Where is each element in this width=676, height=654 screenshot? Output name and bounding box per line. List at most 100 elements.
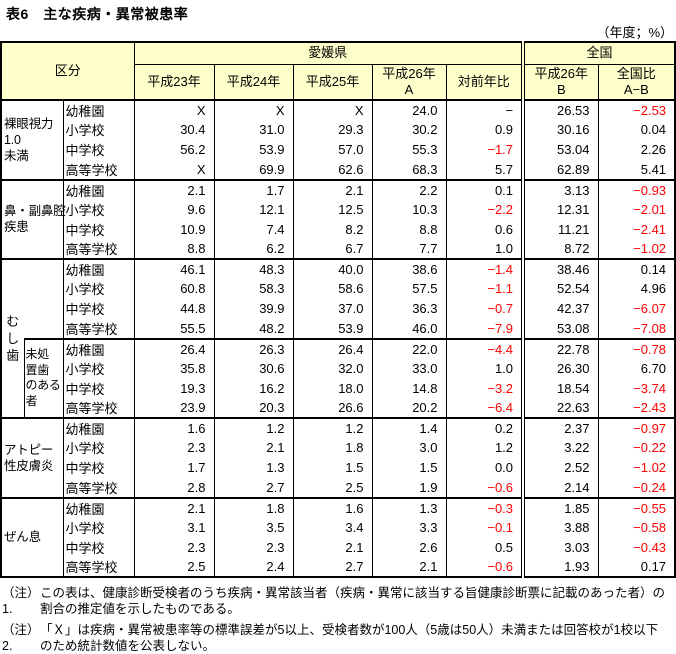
value-cell: 2.7: [213, 477, 293, 498]
table-row: 高等学校 55.5 48.2 53.9 46.0 −7.9 53.08 −7.08: [1, 318, 676, 339]
value-cell: 1.7: [213, 178, 293, 200]
value-cell: 26.6: [292, 398, 372, 418]
value-cell: 53.08: [521, 318, 599, 339]
header-kubun: 区分: [0, 41, 135, 101]
value-cell: X: [292, 99, 372, 120]
value-cell: X: [133, 99, 214, 120]
value-cell: 1.0: [445, 239, 524, 259]
disease-group-label: 鼻・副鼻腔 疾患: [0, 178, 66, 259]
value-cell: 16.2: [213, 378, 293, 398]
footnote-1-prefix: （注）1.: [2, 586, 40, 616]
table-row: アトピー 性皮膚炎 幼稚園 1.6 1.2 1.2 1.4 0.2 2.37 −0.97: [0, 417, 676, 498]
value-cell: −3.2: [445, 378, 524, 398]
value-cell: −0.43: [597, 537, 676, 557]
value-cell: 53.04: [521, 139, 599, 160]
footnote-1-line1: この表は、健康診断受検者のうち疾病・異常該当者（疾病・異常に該当する旨健康診断票…: [40, 586, 666, 600]
value-cell: 35.8: [133, 358, 214, 379]
value-cell: 12.5: [292, 199, 372, 220]
value-cell: 22.63: [521, 398, 599, 418]
value-cell: −0.24: [597, 477, 676, 498]
value-cell: −4.4: [445, 337, 524, 359]
school-label: 幼稚園: [62, 258, 134, 279]
value-cell: 26.30: [521, 358, 599, 379]
school-label: 高等学校: [62, 239, 134, 259]
value-cell: 46.1: [133, 258, 214, 279]
value-cell: −0.97: [597, 417, 676, 438]
footnote-2-prefix: （注）2.: [2, 623, 40, 653]
value-cell: 55.5: [133, 318, 214, 339]
value-cell: 26.53: [521, 99, 599, 120]
value-cell: 18.54: [521, 378, 599, 398]
value-cell: −6.07: [597, 298, 676, 319]
value-cell: 3.4: [292, 517, 372, 538]
table-row: むし歯幼稚園 46.1 48.3 40.0 38.6 −1.4 38.46 0.14: [0, 258, 676, 418]
header-zenkoku: 全国: [521, 41, 676, 65]
value-cell: 53.9: [213, 139, 293, 160]
value-cell: −0.6: [445, 557, 524, 577]
value-cell: −7.08: [597, 318, 676, 339]
value-cell: 0.9: [445, 120, 524, 140]
value-cell: 1.2: [213, 417, 293, 438]
value-cell: 3.5: [213, 517, 293, 538]
value-cell: 2.14: [521, 477, 599, 498]
value-cell: 1.5: [371, 457, 446, 478]
value-cell: 20.2: [371, 398, 446, 418]
value-cell: 37.0: [292, 298, 372, 319]
value-cell: 9.6: [133, 199, 214, 220]
value-cell: 2.52: [521, 457, 599, 478]
school-label: 小学校: [62, 279, 134, 299]
value-cell: −6.4: [445, 398, 524, 418]
footnote-2: （注）2. 「Ｘ」は疾病・異常被患率等の標準誤差が5以上、受検者数が100人（5…: [2, 622, 676, 654]
value-cell: 1.85: [521, 496, 599, 518]
value-cell: −2.41: [597, 219, 676, 239]
value-cell: 12.31: [521, 199, 599, 220]
page-title: 表6 主な疾病・異常被患率: [6, 6, 189, 22]
school-label: 中学校: [62, 298, 134, 319]
table-row: 中学校 1.7 1.3 1.5 1.5 0.0 2.52 −1.02: [1, 457, 676, 478]
value-cell: 6.70: [597, 358, 676, 379]
table-row: 中学校 2.3 2.3 2.1 2.6 0.5 3.03 −0.43: [1, 537, 676, 557]
value-cell: −0.1: [445, 517, 524, 538]
header-h25: 平成25年: [292, 63, 373, 101]
value-cell: 1.7: [133, 457, 214, 478]
value-cell: 56.2: [133, 139, 214, 160]
value-cell: 3.0: [371, 438, 446, 458]
value-cell: 32.0: [292, 358, 372, 379]
subgroup-label: 未処 置歯 のある者: [23, 337, 63, 418]
value-cell: 2.3: [213, 537, 293, 557]
table-row: ぜん息 幼稚園 2.1 1.8 1.6 1.3 −0.3 1.85 −0.55: [0, 496, 676, 577]
header-h26a: 平成26年 A: [371, 63, 447, 101]
value-cell: 3.03: [521, 537, 599, 557]
value-cell: −2.2: [445, 199, 524, 220]
value-cell: 8.2: [292, 219, 372, 239]
value-cell: 8.8: [133, 239, 214, 259]
school-label: 小学校: [62, 358, 134, 379]
school-label: 高等学校: [62, 318, 134, 339]
value-cell: 7.4: [213, 219, 293, 239]
value-cell: 24.0: [371, 99, 446, 120]
value-cell: 0.2: [445, 417, 524, 438]
value-cell: 0.04: [597, 120, 676, 140]
unit-note: （年度；%）: [596, 25, 673, 40]
table-row: 中学校 56.2 53.9 57.0 55.3 −1.7 53.04 2.26: [1, 139, 676, 160]
value-cell: −0.58: [597, 517, 676, 538]
value-cell: 39.9: [213, 298, 293, 319]
value-cell: 10.9: [133, 219, 214, 239]
value-cell: −0.6: [445, 477, 524, 498]
value-cell: 2.8: [133, 477, 214, 498]
header-h26a-line2: A: [404, 81, 414, 97]
value-cell: 52.54: [521, 279, 599, 299]
school-label: 高等学校: [62, 557, 134, 577]
school-label: 中学校: [62, 139, 134, 160]
value-cell: 2.26: [597, 139, 676, 160]
value-cell: X: [133, 159, 214, 180]
header-h26b: 平成26年 B: [521, 63, 599, 101]
header-h26b-line2: B: [556, 81, 566, 97]
value-cell: 44.8: [133, 298, 214, 319]
value-cell: 0.5: [445, 537, 524, 557]
table-row: 高等学校 23.9 20.3 26.6 20.2 −6.4 22.63 −2.43: [1, 398, 676, 418]
value-cell: −1.7: [445, 139, 524, 160]
table-row: 高等学校 2.5 2.4 2.7 2.1 −0.6 1.93 0.17: [1, 557, 676, 577]
value-cell: 6.7: [292, 239, 372, 259]
value-cell: 12.1: [213, 199, 293, 220]
